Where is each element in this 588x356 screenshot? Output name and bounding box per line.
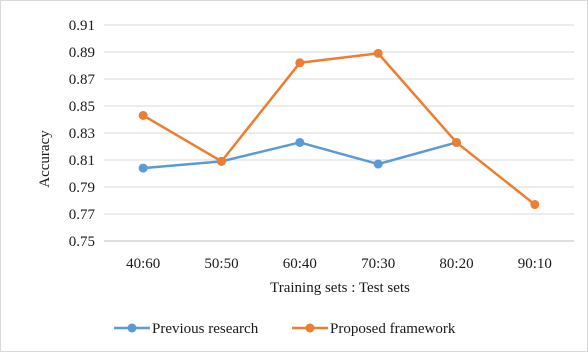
legend-swatch-marker (127, 323, 137, 333)
data-point (373, 48, 383, 58)
line-chart: 0.91 0.89 0.87 0.85 0.83 0.81 0.79 0.77 0.75 40:… (37, 18, 574, 337)
data-point (217, 156, 226, 166)
x-axis-ticks: 40:60 50:50 60:40 70:30 80:20 90:10 (126, 256, 552, 272)
data-point (295, 137, 305, 147)
x-tick-label: 90:10 (518, 256, 552, 272)
x-tick-label: 70:30 (361, 256, 395, 272)
y-axis-ticks: 0.91 0.89 0.87 0.85 0.83 0.81 0.79 0.77 0.75 (69, 18, 96, 250)
series-lines (138, 48, 540, 210)
legend-label: Proposed framework (330, 321, 456, 337)
y-tick-label: 0.85 (69, 99, 95, 115)
data-point (373, 159, 383, 169)
y-tick-label: 0.83 (69, 126, 95, 142)
series-1 (138, 48, 540, 210)
series-0 (138, 137, 461, 173)
legend-label: Previous research (152, 321, 259, 337)
gridlines (104, 24, 574, 242)
data-point (530, 200, 540, 210)
data-point (452, 137, 461, 147)
legend-swatch-marker (305, 323, 315, 333)
y-tick-label: 0.79 (69, 180, 95, 196)
y-tick-label: 0.75 (69, 234, 95, 250)
y-tick-label: 0.81 (69, 153, 95, 169)
x-tick-label: 80:20 (439, 256, 473, 272)
data-point (138, 110, 148, 120)
x-tick-label: 60:40 (283, 256, 317, 272)
y-axis-label: Accuracy (37, 130, 53, 188)
x-tick-label: 50:50 (204, 256, 238, 272)
y-tick-label: 0.87 (69, 72, 96, 88)
legend-item: Proposed framework (292, 321, 456, 337)
legend-item: Previous research (114, 321, 259, 337)
legend: Previous research Proposed framework (114, 321, 456, 337)
y-tick-label: 0.77 (69, 207, 96, 223)
y-tick-label: 0.89 (69, 45, 95, 61)
y-tick-label: 0.91 (69, 18, 95, 34)
data-point (295, 58, 305, 68)
x-axis-label: Training sets : Test sets (270, 280, 410, 296)
x-tick-label: 40:60 (126, 256, 160, 272)
data-point (138, 163, 148, 173)
series-line (142, 52, 536, 206)
